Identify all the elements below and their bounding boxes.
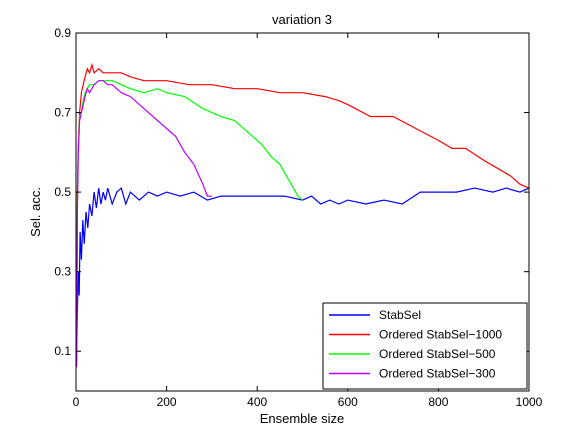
series-line-3: [75, 80, 303, 368]
series-line-1: [75, 187, 530, 364]
x-tick-label: 800: [428, 395, 448, 409]
plot-frame: [75, 32, 530, 392]
y-tick-label: 0.1: [54, 344, 71, 358]
chart-title: variation 3: [272, 12, 332, 27]
x-tick-label: 600: [338, 395, 358, 409]
x-axis-label: Ensemble size: [260, 411, 345, 426]
legend-box: [322, 302, 528, 390]
series-line-2: [75, 62, 530, 368]
legend-label-4: Ordered StabSel−300: [379, 367, 496, 381]
legend: StabSel Ordered StabSel−1000 Ordered StabS…: [322, 302, 528, 390]
y-tick-label: 0.7: [54, 106, 71, 120]
x-tick-label: 1000: [516, 395, 543, 409]
legend-label-2: Ordered StabSel−1000: [379, 328, 502, 342]
series-layer: [75, 62, 530, 368]
x-tick-label: 400: [247, 395, 267, 409]
x-tick-label: 0: [73, 395, 80, 409]
ticks-layer: 0 200 400 600 800 1000 0.1 0.3 0.5 0.7 0.9: [54, 26, 542, 409]
legend-label-3: Ordered StabSel−500: [379, 347, 496, 361]
y-tick-label: 0.3: [54, 265, 71, 279]
series-line-4: [75, 80, 212, 368]
y-axis-label: Sel. acc.: [28, 187, 43, 237]
y-tick-label: 0.9: [54, 26, 71, 40]
y-tick-label: 0.5: [54, 185, 71, 199]
x-tick-label: 200: [157, 395, 177, 409]
legend-label-1: StabSel: [379, 308, 421, 322]
